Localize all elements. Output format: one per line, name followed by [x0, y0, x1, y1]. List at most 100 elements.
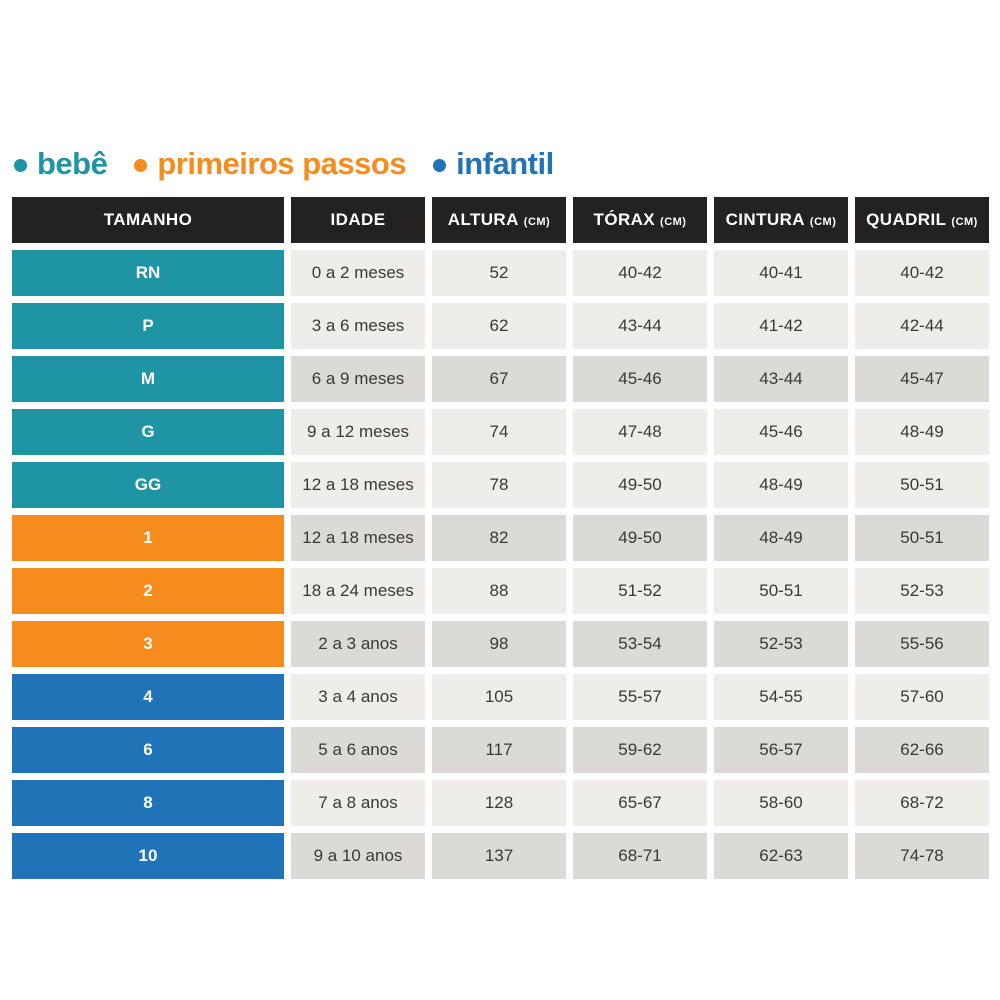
- table-cell-quadril: 52-53: [855, 568, 989, 614]
- table-cell-quadril: 42-44: [855, 303, 989, 349]
- column-header-label: QUADRIL: [866, 210, 947, 229]
- table-cell-cintura: 45-46: [714, 409, 848, 455]
- table-cell-torax: 68-71: [573, 833, 707, 879]
- legend-item-bebe: bebê: [14, 146, 108, 182]
- table-cell-cintura: 52-53: [714, 621, 848, 667]
- column-header-unit: (CM): [523, 215, 551, 228]
- table-cell-cintura: 48-49: [714, 462, 848, 508]
- table-cell-cintura: 56-57: [714, 727, 848, 773]
- size-cell: G: [12, 409, 284, 455]
- table-cell-altura: 105: [432, 674, 566, 720]
- table-cell-quadril: 40-42: [855, 250, 989, 296]
- size-cell: 3: [12, 621, 284, 667]
- size-cell: 2: [12, 568, 284, 614]
- size-cell: 1: [12, 515, 284, 561]
- table-cell-cintura: 41-42: [714, 303, 848, 349]
- table-cell-quadril: 62-66: [855, 727, 989, 773]
- column-header-label: CINTURA: [725, 210, 805, 229]
- size-cell: 6: [12, 727, 284, 773]
- size-cell: 10: [12, 833, 284, 879]
- table-cell-quadril: 50-51: [855, 515, 989, 561]
- size-cell: P: [12, 303, 284, 349]
- table-cell-idade: 2 a 3 anos: [291, 621, 425, 667]
- table-cell-cintura: 62-63: [714, 833, 848, 879]
- table-cell-cintura: 50-51: [714, 568, 848, 614]
- column-header-label: ALTURA: [447, 210, 519, 229]
- size-table: TAMANHO IDADE ALTURA (CM) TÓRAX (CM) CIN…: [12, 197, 989, 879]
- legend: bebê primeiros passos infantil: [14, 146, 554, 182]
- table-cell-quadril: 48-49: [855, 409, 989, 455]
- table-cell-torax: 49-50: [573, 462, 707, 508]
- table-cell-idade: 6 a 9 meses: [291, 356, 425, 402]
- table-cell-idade: 7 a 8 anos: [291, 780, 425, 826]
- legend-dot-bebe-icon: [14, 159, 27, 172]
- column-header-unit: (CM): [951, 215, 978, 228]
- column-header-label: TÓRAX: [593, 210, 656, 229]
- legend-label-bebe: bebê: [37, 146, 108, 181]
- column-header-unit: (CM): [660, 215, 687, 228]
- column-header-unit: (CM): [809, 215, 837, 228]
- table-cell-altura: 74: [432, 409, 566, 455]
- table-cell-idade: 9 a 12 meses: [291, 409, 425, 455]
- table-cell-idade: 9 a 10 anos: [291, 833, 425, 879]
- table-cell-torax: 45-46: [573, 356, 707, 402]
- table-cell-cintura: 58-60: [714, 780, 848, 826]
- table-cell-torax: 65-67: [573, 780, 707, 826]
- table-cell-idade: 5 a 6 anos: [291, 727, 425, 773]
- table-cell-altura: 67: [432, 356, 566, 402]
- legend-label-infantil: infantil: [456, 146, 554, 181]
- column-header-label: IDADE: [330, 210, 386, 229]
- size-cell: GG: [12, 462, 284, 508]
- table-cell-altura: 78: [432, 462, 566, 508]
- size-cell: 8: [12, 780, 284, 826]
- table-cell-torax: 49-50: [573, 515, 707, 561]
- table-cell-altura: 128: [432, 780, 566, 826]
- table-cell-altura: 88: [432, 568, 566, 614]
- legend-item-infantil: infantil: [433, 146, 554, 182]
- size-cell: 4: [12, 674, 284, 720]
- table-cell-altura: 62: [432, 303, 566, 349]
- table-cell-idade: 12 a 18 meses: [291, 462, 425, 508]
- table-cell-idade: 3 a 6 meses: [291, 303, 425, 349]
- table-cell-quadril: 68-72: [855, 780, 989, 826]
- table-cell-torax: 43-44: [573, 303, 707, 349]
- column-header-tamanho: TAMANHO: [12, 197, 284, 243]
- column-header-idade: IDADE: [291, 197, 425, 243]
- column-header-cintura: CINTURA (CM): [714, 197, 848, 243]
- table-cell-altura: 117: [432, 727, 566, 773]
- size-cell: RN: [12, 250, 284, 296]
- table-cell-torax: 40-42: [573, 250, 707, 296]
- column-header-quadril: QUADRIL (CM): [855, 197, 989, 243]
- legend-dot-primeiros-passos-icon: [134, 159, 148, 172]
- table-cell-torax: 51-52: [573, 568, 707, 614]
- legend-item-primeiros-passos: primeiros passos: [134, 146, 407, 182]
- table-cell-torax: 53-54: [573, 621, 707, 667]
- column-header-altura: ALTURA (CM): [432, 197, 566, 243]
- table-cell-torax: 55-57: [573, 674, 707, 720]
- column-header-label: TAMANHO: [103, 210, 193, 229]
- column-header-torax: TÓRAX (CM): [573, 197, 707, 243]
- table-cell-altura: 52: [432, 250, 566, 296]
- table-cell-altura: 98: [432, 621, 566, 667]
- legend-dot-infantil-icon: [433, 159, 447, 172]
- table-cell-idade: 3 a 4 anos: [291, 674, 425, 720]
- table-cell-torax: 59-62: [573, 727, 707, 773]
- table-cell-idade: 18 a 24 meses: [291, 568, 425, 614]
- size-cell: M: [12, 356, 284, 402]
- table-cell-quadril: 57-60: [855, 674, 989, 720]
- table-cell-altura: 82: [432, 515, 566, 561]
- table-cell-altura: 137: [432, 833, 566, 879]
- table-cell-cintura: 43-44: [714, 356, 848, 402]
- table-cell-idade: 0 a 2 meses: [291, 250, 425, 296]
- table-cell-idade: 12 a 18 meses: [291, 515, 425, 561]
- legend-label-primeiros-passos: primeiros passos: [157, 146, 407, 181]
- table-cell-quadril: 45-47: [855, 356, 989, 402]
- table-cell-quadril: 74-78: [855, 833, 989, 879]
- table-cell-cintura: 54-55: [714, 674, 848, 720]
- table-cell-quadril: 55-56: [855, 621, 989, 667]
- table-cell-cintura: 40-41: [714, 250, 848, 296]
- table-cell-cintura: 48-49: [714, 515, 848, 561]
- table-cell-torax: 47-48: [573, 409, 707, 455]
- table-cell-quadril: 50-51: [855, 462, 989, 508]
